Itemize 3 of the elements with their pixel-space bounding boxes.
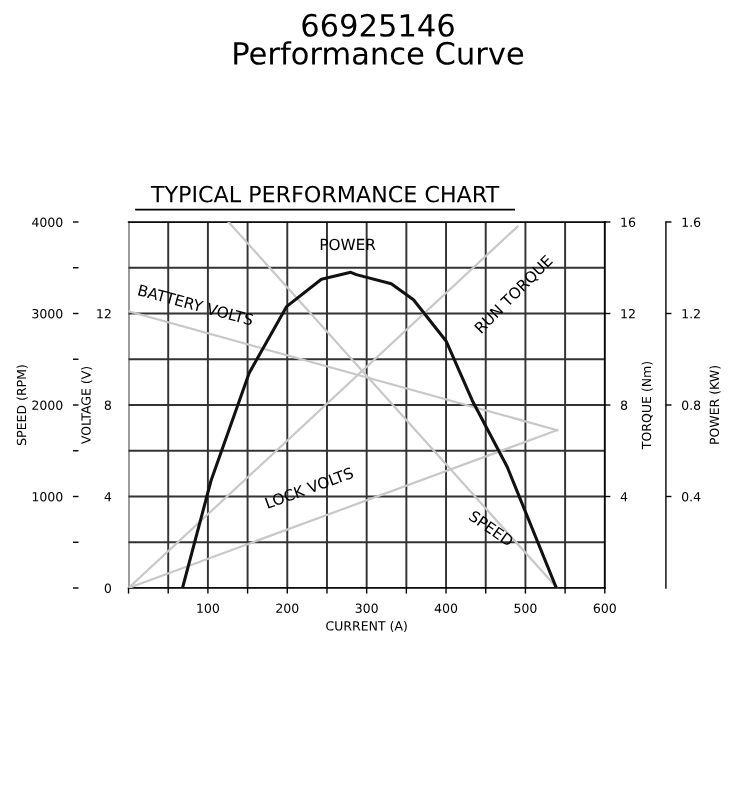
chart-title: 66925146 <box>302 13 454 37</box>
chart-subtitle: Performance Curve <box>234 41 524 65</box>
text: TYPICAL PERFORMANCE CHART <box>150 185 500 203</box>
